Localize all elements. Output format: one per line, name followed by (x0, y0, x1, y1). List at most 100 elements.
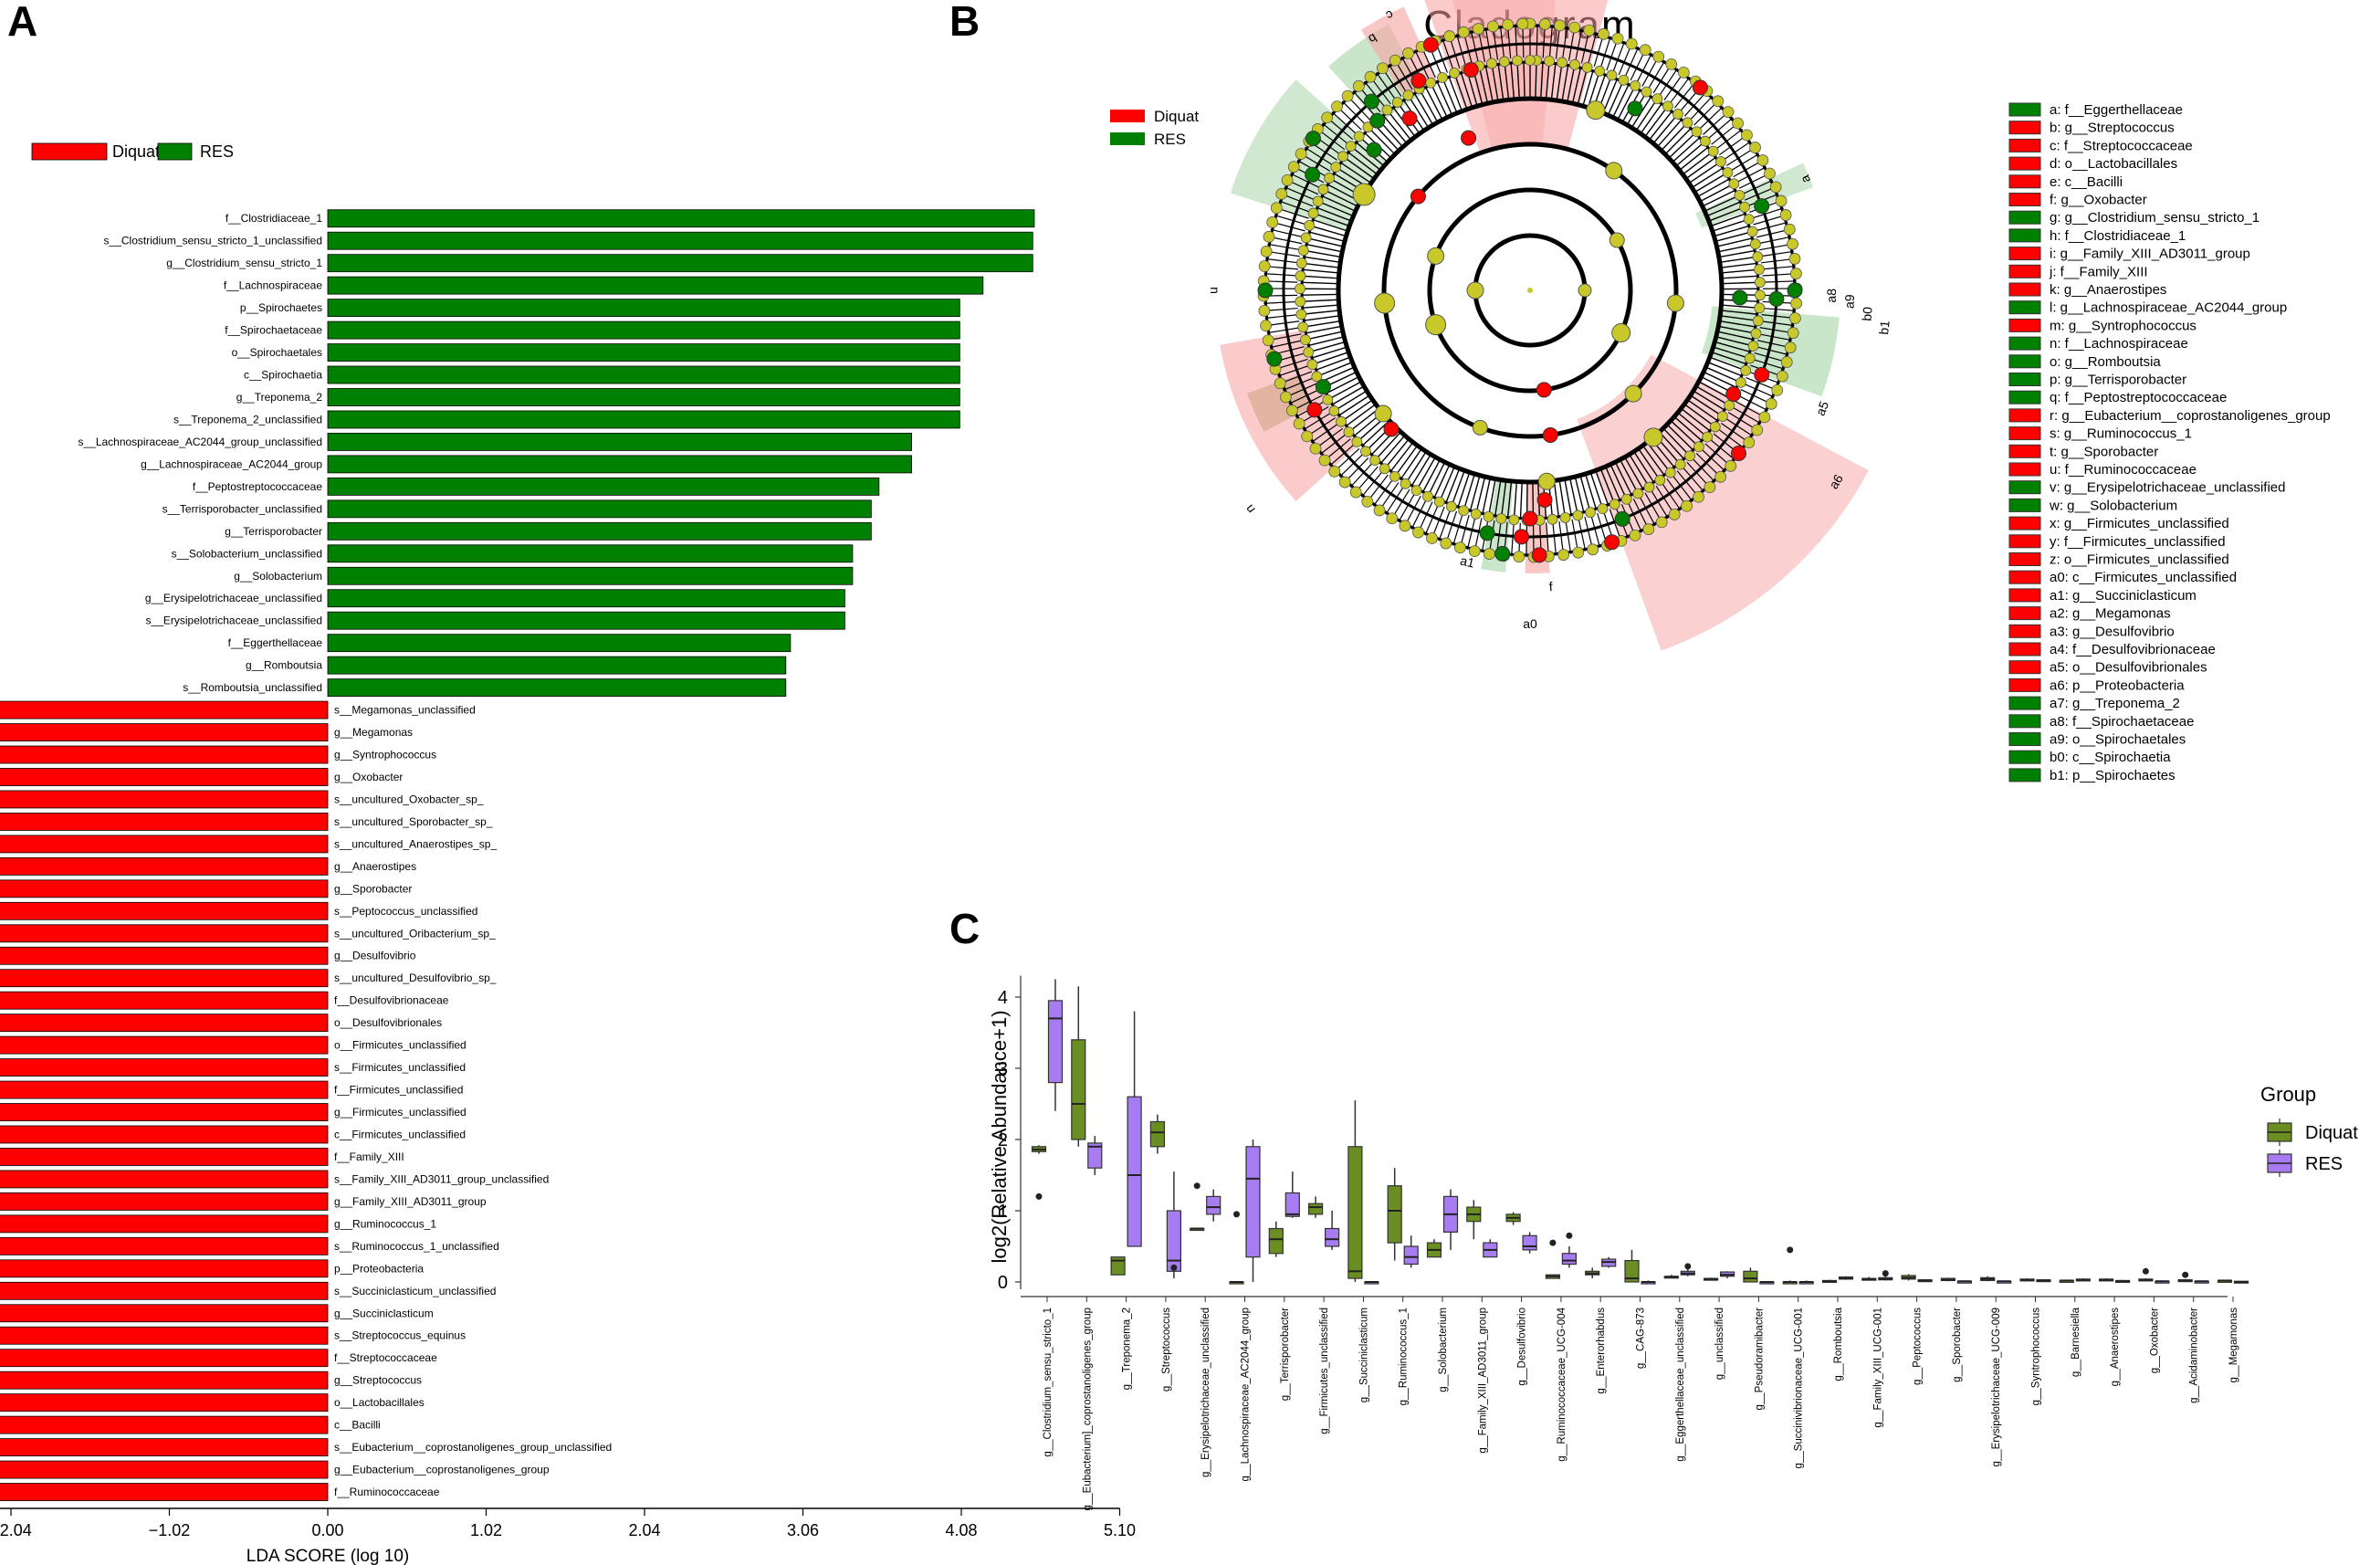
cladogram-branch (1571, 68, 1582, 104)
cladogram-tip-node (1312, 195, 1324, 207)
cladogram-tip-node (1587, 543, 1599, 556)
clade-key-label: r: g__Eubacterium__coprostanoligenes_gro… (2050, 408, 2331, 424)
cladogram-significant-node (1410, 72, 1427, 89)
cladogram-tip-node (1297, 245, 1309, 257)
lda-bar-label: s__Romboutsia_unclassified (183, 681, 322, 694)
clade-key-label: a9: o__Spirochaetales (2050, 732, 2186, 748)
cladogram-branch (1670, 420, 1698, 446)
cladogram-tip-node (1714, 470, 1727, 483)
cladogram-significant-node (1542, 426, 1558, 443)
cladogram-branch (1574, 28, 1583, 62)
cladogram-tip-node (1594, 65, 1606, 77)
cladogram-branch (1743, 383, 1775, 398)
cladogram-branch (1612, 84, 1630, 118)
boxplot-category-label: g__Sporobacter (1952, 1308, 1963, 1382)
cladogram-branch (1305, 147, 1335, 166)
cladogram-tip-node (1749, 238, 1761, 250)
lda-bar-label: o__Spirochaetales (232, 346, 322, 359)
cladogram-branch (1737, 394, 1768, 412)
cladogram-tip-node (1572, 546, 1585, 559)
boxplot-category-label: g__Lachnospiraceae_AC2044_group (1241, 1308, 1252, 1482)
lda-x-axis-title: LDA SCORE (log 10) (246, 1547, 409, 1565)
cladogram-tip-node (1304, 219, 1316, 231)
cladogram-branch (1398, 492, 1416, 523)
cladogram-branch (1308, 336, 1345, 347)
cladogram-branch (1314, 352, 1349, 365)
cladogram-tip-node (1740, 364, 1752, 376)
cladogram-tip-node (1741, 129, 1753, 142)
clade-key-label: b: g__Streptococcus (2050, 121, 2175, 136)
cladogram-tip-node (1597, 503, 1609, 515)
cladogram-significant-node (1627, 100, 1643, 117)
cladogram-tip-node (1606, 69, 1618, 81)
cladogram-node (1611, 322, 1631, 342)
cladogram-branch (1669, 76, 1691, 105)
cladogram-branch (1627, 501, 1643, 533)
clade-key-label: m: g__Syntrophococcus (2050, 318, 2197, 333)
cladogram-tip-node (1722, 106, 1735, 119)
clade-key-swatch (2008, 660, 2041, 675)
cladogram-tip-node (1752, 251, 1764, 263)
lda-bar (0, 813, 329, 831)
lda-bar (0, 991, 329, 1010)
cladogram-tip-node (1440, 537, 1452, 550)
cladogram-branch (1672, 474, 1693, 502)
cladogram-tip-node (1341, 89, 1354, 102)
clade-key-label: a7: g__Treponema_2 (2050, 696, 2180, 711)
cladogram-branch (1725, 417, 1754, 437)
lda-bar-label: f__Ruminococcaceae (334, 1486, 440, 1498)
boxplot-category-label: g__Eubacterium]_coprostanoligenes_group (1082, 1308, 1093, 1511)
cladogram-branch (1691, 457, 1716, 483)
clade-key-label: v: g__Erysipelotrichaceae_unclassified (2050, 480, 2285, 496)
cladogram-branch (1595, 470, 1609, 506)
cladogram-branch (1302, 281, 1339, 285)
cladogram-tip-node (1609, 499, 1620, 510)
cladogram-branch (1668, 132, 1696, 159)
cladogram-tip-node (1301, 430, 1314, 443)
cladogram-significant-node (1731, 446, 1747, 462)
boxplot-category-label: g__unclassified (1714, 1308, 1725, 1380)
lda-x-tick-label: 1.02 (470, 1521, 502, 1539)
cladogram-branch (1638, 447, 1660, 479)
cladogram-branch (1648, 110, 1672, 141)
cladogram-tip-node (1274, 377, 1286, 390)
cladogram-significant-node (1422, 37, 1439, 53)
boxplot-outlier (2142, 1267, 2149, 1275)
cladogram-branch (1388, 64, 1408, 94)
clade-key-swatch (2008, 138, 2041, 152)
cladogram-tip-node (1789, 312, 1801, 324)
lda-bar-label: s__Succiniclasticum_unclassified (334, 1285, 496, 1297)
cladogram-branch (1673, 415, 1703, 442)
cladogram-tip-node (1672, 109, 1683, 120)
clade-highlight-sector (1577, 354, 1869, 651)
cladogram-branch (1536, 24, 1538, 58)
clade-key-swatch (2008, 570, 2041, 584)
clade-key-swatch (2008, 264, 2041, 278)
cladogram-branch (1567, 66, 1576, 103)
cladogram-node (1374, 292, 1396, 314)
cladogram-tip-node (1790, 268, 1802, 280)
cladogram-branch (1714, 341, 1750, 352)
cladogram-tip-node (1287, 161, 1300, 173)
cladogram-branch (1579, 475, 1591, 511)
cladogram-significant-node (1461, 130, 1477, 146)
cladogram-branch (1587, 72, 1600, 109)
boxplot-category-label: g__Treponema_2 (1122, 1308, 1133, 1390)
lda-bar (0, 1103, 329, 1121)
cladogram-branch (1284, 186, 1316, 201)
cladogram-branch (1324, 189, 1358, 207)
cladogram-tip-node (1306, 359, 1318, 371)
clade-key-label: e: c__Bacilli (2050, 174, 2123, 190)
boxplot-outlier (2182, 1271, 2189, 1278)
cladogram-branch (1338, 394, 1370, 416)
cladogram-branch (1578, 518, 1587, 551)
panel-c-letter: C (949, 905, 980, 952)
lda-bar-label: c__Bacilli (334, 1419, 381, 1432)
cladogram-branch (1708, 206, 1744, 222)
cladogram-branch (1360, 470, 1384, 498)
cladogram-branch (1607, 81, 1624, 116)
cladogram-branch (1331, 111, 1358, 135)
cladogram-branch (1410, 454, 1431, 487)
clade-key-label: a1: g__Succiniclasticum (2050, 588, 2197, 604)
cladogram-branch (1349, 407, 1379, 432)
